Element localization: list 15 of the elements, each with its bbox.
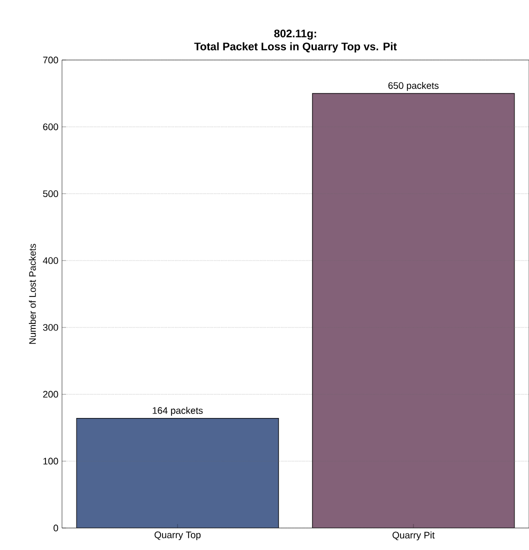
y-tick-label: 400 (42, 257, 58, 264)
y-tick-label: 200 (43, 390, 58, 398)
y-tick-label: 0 (54, 524, 58, 532)
y-tick-label: 300 (43, 324, 58, 331)
y-axis-title: Number of Lost Packets (28, 244, 36, 344)
chart-title: 802.11g: (274, 30, 316, 40)
y-tick-label: 600 (43, 124, 58, 130)
data-label: 650 packets (388, 82, 439, 91)
data-label: 164 packets (152, 406, 203, 416)
y-tick-label: 700 (43, 56, 58, 64)
x-tick-label: Quarry Pit (392, 532, 435, 540)
chart-subtitle: Total Packet Loss in Quarry Top vs. Pit (194, 42, 397, 52)
x-tick-label: Quarry Top (154, 532, 201, 540)
y-tick-label: 100 (43, 458, 58, 464)
y-tick-label: 500 (43, 190, 58, 198)
